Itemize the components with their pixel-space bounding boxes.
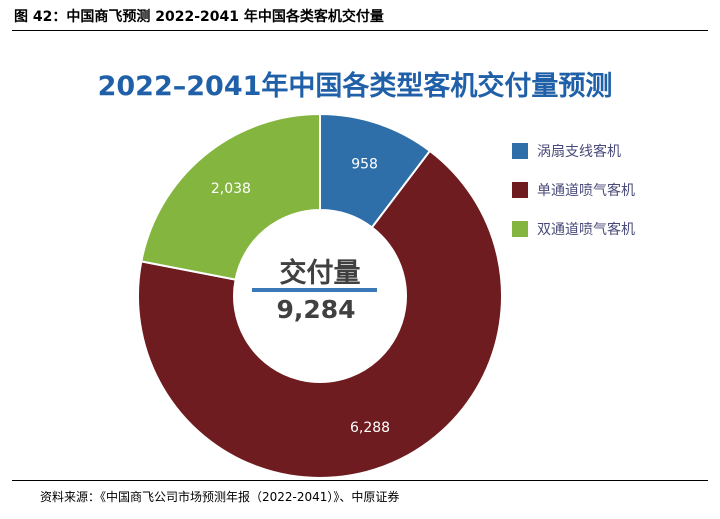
center-total: 9,284 xyxy=(276,295,355,324)
slice-labels: 958 6,288 2,038 xyxy=(211,156,390,435)
figure-caption: 图 42：中国商飞预测 2022-2041 年中国各类客机交付量 xyxy=(14,9,384,25)
center-title: 交付量 xyxy=(280,257,361,289)
source-note: 资料来源：《中国商飞公司市场预测年报（2022-2041）》、中原证券 xyxy=(40,490,400,504)
slice-value-label-2: 6,288 xyxy=(350,420,390,436)
legend-swatch-3 xyxy=(512,221,528,237)
slice-3 xyxy=(140,112,321,281)
center-underline xyxy=(252,288,377,292)
donut-slices xyxy=(137,112,503,479)
legend-label-2: 单通道喷气客机 xyxy=(537,182,635,199)
bottom-divider xyxy=(12,480,708,481)
legend-swatch-1 xyxy=(512,143,528,159)
slice-value-label-3: 2,038 xyxy=(211,181,251,197)
legend-swatch-2 xyxy=(512,182,528,198)
legend-label-1: 涡扇支线客机 xyxy=(537,143,621,160)
chart-title: 2022–2041年中国各类型客机交付量预测 xyxy=(98,70,613,102)
slice-2 xyxy=(137,149,503,479)
legend-label-3: 双通道喷气客机 xyxy=(537,221,635,238)
slice-value-label-1: 958 xyxy=(351,156,378,172)
top-divider xyxy=(12,30,708,31)
